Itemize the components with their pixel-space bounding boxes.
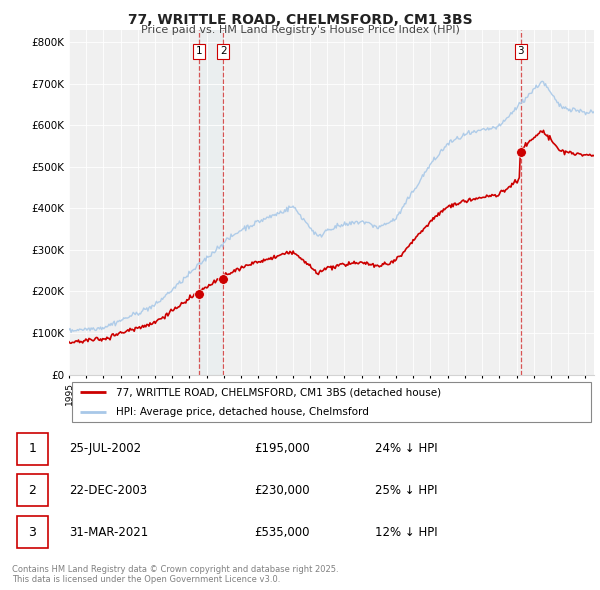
Text: £195,000: £195,000 — [254, 442, 310, 455]
Text: £230,000: £230,000 — [254, 484, 310, 497]
Text: HPI: Average price, detached house, Chelmsford: HPI: Average price, detached house, Chel… — [116, 407, 369, 417]
Text: 3: 3 — [29, 526, 37, 539]
Bar — [199, 30, 223, 375]
Text: 77, WRITTLE ROAD, CHELMSFORD, CM1 3BS (detached house): 77, WRITTLE ROAD, CHELMSFORD, CM1 3BS (d… — [116, 387, 442, 397]
Text: 12% ↓ HPI: 12% ↓ HPI — [375, 526, 437, 539]
FancyBboxPatch shape — [71, 382, 591, 422]
Text: 25-JUL-2002: 25-JUL-2002 — [70, 442, 142, 455]
Text: 77, WRITTLE ROAD, CHELMSFORD, CM1 3BS: 77, WRITTLE ROAD, CHELMSFORD, CM1 3BS — [128, 13, 472, 27]
FancyBboxPatch shape — [17, 474, 48, 506]
Text: 31-MAR-2021: 31-MAR-2021 — [70, 526, 149, 539]
Text: Price paid vs. HM Land Registry's House Price Index (HPI): Price paid vs. HM Land Registry's House … — [140, 25, 460, 35]
Text: £535,000: £535,000 — [254, 526, 310, 539]
Text: Contains HM Land Registry data © Crown copyright and database right 2025.
This d: Contains HM Land Registry data © Crown c… — [12, 565, 338, 584]
Text: 1: 1 — [29, 442, 37, 455]
FancyBboxPatch shape — [17, 516, 48, 548]
Text: 3: 3 — [518, 46, 524, 56]
Text: 1: 1 — [196, 46, 202, 56]
Text: 2: 2 — [220, 46, 227, 56]
Text: 24% ↓ HPI: 24% ↓ HPI — [375, 442, 437, 455]
Text: 22-DEC-2003: 22-DEC-2003 — [70, 484, 148, 497]
Text: 2: 2 — [29, 484, 37, 497]
Text: 25% ↓ HPI: 25% ↓ HPI — [375, 484, 437, 497]
FancyBboxPatch shape — [17, 432, 48, 464]
